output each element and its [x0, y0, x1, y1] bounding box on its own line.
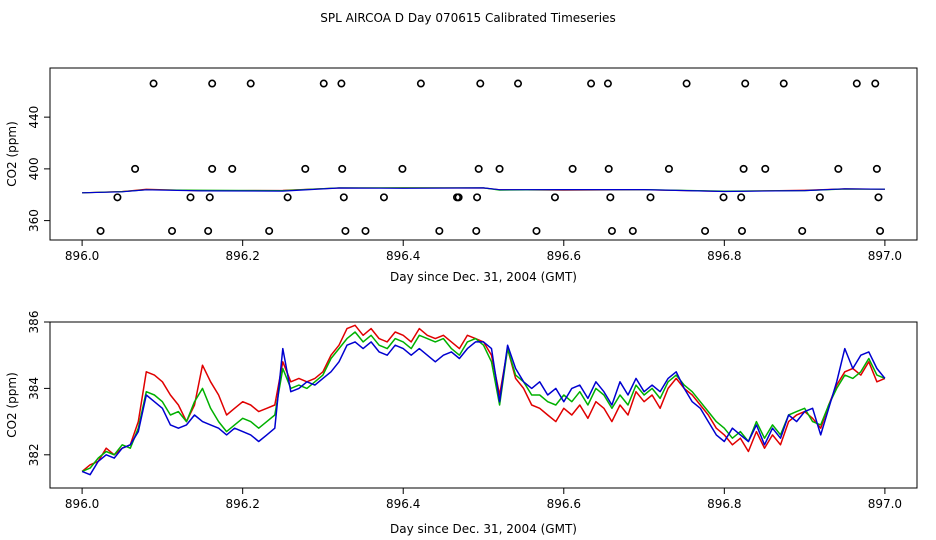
marker-point-7	[205, 193, 214, 202]
series-line-red-2	[81, 324, 886, 472]
marker-point-17	[338, 164, 347, 173]
marker-point-18	[339, 193, 348, 202]
marker-point-4	[168, 226, 177, 235]
x-tick-label-1-2: 896.4	[386, 249, 420, 263]
y-axis-title-2: CO2 (ppm)	[5, 372, 19, 438]
marker-point-55	[834, 164, 843, 173]
marker-point-15	[319, 79, 328, 88]
marker-point-6	[204, 226, 213, 235]
marker-point-56	[852, 79, 861, 88]
marker-point-41	[628, 226, 637, 235]
y-axis-title-1: CO2 (ppm)	[5, 121, 19, 187]
marker-point-34	[550, 193, 559, 202]
x-tick-label-2-3: 896.6	[547, 497, 581, 511]
y-tick-label-1-0: 360	[27, 209, 41, 232]
marker-point-46	[719, 193, 728, 202]
marker-point-24	[435, 226, 444, 235]
y-tick-label-1-1: 400	[27, 157, 41, 180]
series-line-blue-2	[81, 341, 886, 476]
x-tick-label-2-0: 896.0	[65, 497, 99, 511]
x-axis-title-2: Day since Dec. 31, 2004 (GMT)	[390, 522, 577, 536]
y-tick-label-1-2: 440	[27, 106, 41, 129]
marker-point-54	[815, 193, 824, 202]
y-tick-label-2-2: 386	[27, 311, 41, 334]
marker-point-3	[149, 79, 158, 88]
marker-point-51	[761, 164, 770, 173]
marker-point-28	[473, 193, 482, 202]
marker-point-38	[604, 164, 613, 173]
x-tick-label-1-5: 897.0	[868, 249, 902, 263]
marker-point-45	[701, 226, 710, 235]
chart-title: SPL AIRCOA D Day 070615 Calibrated Times…	[320, 11, 615, 25]
marker-point-40	[607, 226, 616, 235]
marker-point-8	[208, 164, 217, 173]
marker-point-12	[265, 226, 274, 235]
marker-point-48	[737, 226, 746, 235]
marker-point-49	[739, 164, 748, 173]
marker-point-1	[113, 193, 122, 202]
marker-point-23	[416, 79, 425, 88]
marker-point-29	[474, 164, 483, 173]
marker-point-53	[798, 226, 807, 235]
plot-frame-2	[49, 321, 918, 489]
series-line-green-2	[81, 331, 886, 473]
marker-point-32	[514, 79, 523, 88]
marker-point-11	[246, 79, 255, 88]
marker-point-36	[587, 79, 596, 88]
marker-point-19	[341, 226, 350, 235]
x-axis-title-1: Day since Dec. 31, 2004 (GMT)	[390, 270, 577, 284]
marker-point-44	[682, 79, 691, 88]
x-tick-label-2-1: 896.2	[225, 497, 259, 511]
marker-point-13	[283, 193, 292, 202]
marker-point-57	[871, 79, 880, 88]
marker-point-9	[208, 79, 217, 88]
marker-point-22	[398, 164, 407, 173]
x-tick-label-2-2: 896.4	[386, 497, 420, 511]
marker-point-20	[361, 226, 370, 235]
x-tick-label-1-1: 896.2	[225, 249, 259, 263]
marker-point-60	[876, 226, 885, 235]
marker-point-30	[476, 79, 485, 88]
marker-point-16	[337, 79, 346, 88]
marker-point-2	[131, 164, 140, 173]
series-line-blue-1	[82, 187, 885, 194]
marker-point-43	[664, 164, 673, 173]
x-tick-label-1-4: 896.8	[707, 249, 741, 263]
marker-point-59	[874, 193, 883, 202]
plot-frame-1	[49, 67, 918, 241]
x-tick-label-2-5: 897.0	[868, 497, 902, 511]
marker-point-33	[532, 226, 541, 235]
marker-point-27	[472, 226, 481, 235]
marker-point-21	[379, 193, 388, 202]
marker-point-58	[872, 164, 881, 173]
marker-point-10	[228, 164, 237, 173]
marker-point-37	[603, 79, 612, 88]
marker-point-14	[301, 164, 310, 173]
marker-point-0	[96, 226, 105, 235]
marker-point-42	[646, 193, 655, 202]
marker-point-47	[737, 193, 746, 202]
marker-point-5	[186, 193, 195, 202]
marker-point-50	[741, 79, 750, 88]
x-tick-label-2-4: 896.8	[707, 497, 741, 511]
marker-point-39	[606, 193, 615, 202]
x-tick-label-1-0: 896.0	[65, 249, 99, 263]
x-tick-label-1-3: 896.6	[547, 249, 581, 263]
marker-point-35	[568, 164, 577, 173]
y-tick-label-2-0: 382	[27, 443, 41, 466]
marker-point-31	[495, 164, 504, 173]
marker-point-26	[454, 193, 463, 202]
y-tick-label-2-1: 384	[27, 377, 41, 400]
marker-point-52	[779, 79, 788, 88]
